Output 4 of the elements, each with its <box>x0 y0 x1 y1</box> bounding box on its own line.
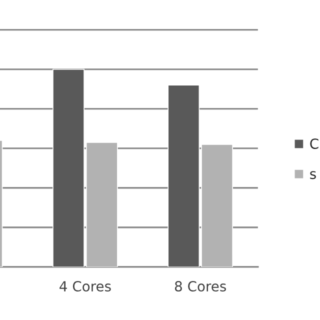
x-tick-label: 4 Cores <box>60 281 111 292</box>
legend-label: C <box>310 138 318 149</box>
legend-label: s <box>310 171 316 180</box>
x-tick-label: 8 Cores <box>174 281 226 292</box>
